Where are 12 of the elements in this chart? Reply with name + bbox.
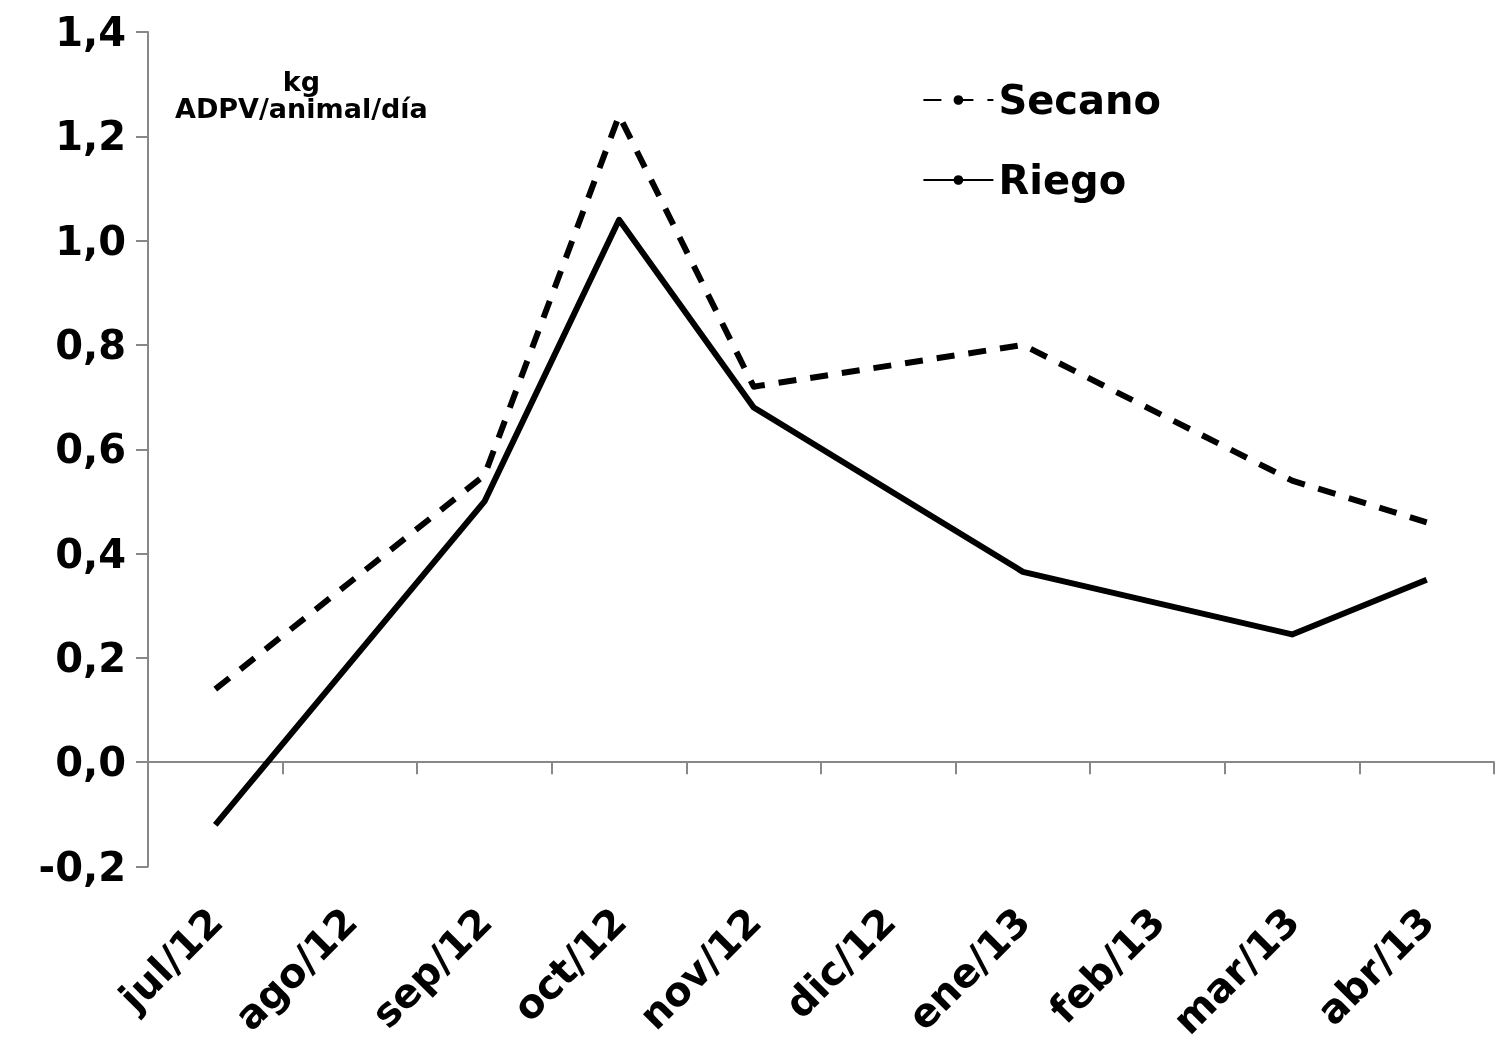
legend-label: Secano <box>998 77 1162 123</box>
y-tick-label: 1,0 <box>55 217 126 264</box>
y-tick-label: 0,6 <box>55 426 126 473</box>
y-tick-label: 0,8 <box>55 321 126 368</box>
legend-label: Riego <box>998 157 1127 203</box>
y-tick-label: 1,4 <box>55 9 126 55</box>
y-tick-label: -0,2 <box>38 843 126 890</box>
y-axis-title: kg ADPV/animal/día <box>175 66 428 124</box>
y-tick-label: 0,0 <box>55 739 126 786</box>
y-tick-label: 0,2 <box>55 634 126 681</box>
y-tick-label: 0,4 <box>55 530 126 577</box>
y-tick-label: 1,2 <box>55 113 126 160</box>
